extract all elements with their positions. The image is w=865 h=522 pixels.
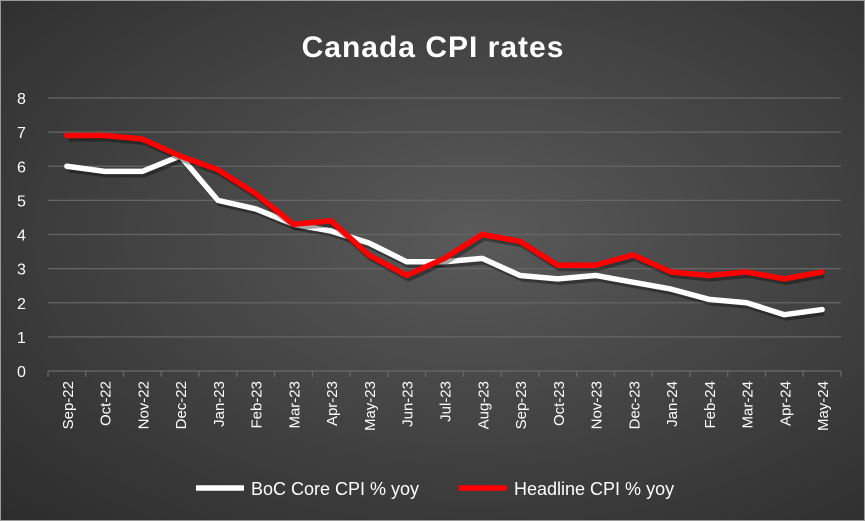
x-tick-label: May-24 — [815, 381, 832, 431]
legend-label: Headline CPI % yoy — [514, 479, 674, 499]
x-tick-label: Sep-23 — [513, 381, 530, 429]
x-tick-label: Nov-22 — [135, 381, 152, 429]
x-tick-label: May-23 — [362, 381, 379, 431]
y-tick-label: 7 — [17, 125, 26, 142]
series-shadow — [69, 159, 824, 318]
x-tick-label: Feb-23 — [249, 381, 266, 429]
x-tick-label: Aug-23 — [475, 381, 492, 429]
x-tick-label: Jan-24 — [664, 381, 681, 427]
x-tick-label: Feb-24 — [702, 381, 719, 429]
x-tick-label: Apr-24 — [777, 381, 794, 426]
x-tick-label: Sep-22 — [60, 381, 77, 429]
y-tick-label: 5 — [17, 193, 26, 210]
x-tick-label: Dec-23 — [626, 381, 643, 429]
x-tick-label: Oct-22 — [98, 381, 115, 426]
y-tick-label: 2 — [17, 296, 26, 313]
series-line-headline — [67, 136, 822, 279]
x-tick-label: Mar-23 — [286, 381, 303, 429]
y-tick-label: 6 — [17, 159, 26, 176]
x-tick-label: Nov-23 — [589, 381, 606, 429]
legend-label: BoC Core CPI % yoy — [251, 479, 419, 499]
x-tick-label: Jun-23 — [400, 381, 417, 427]
y-tick-label: 3 — [17, 262, 26, 279]
x-tick-label: Dec-22 — [173, 381, 190, 429]
x-tick-label: Jul-23 — [438, 381, 455, 422]
y-tick-label: 0 — [17, 364, 26, 381]
y-tick-label: 8 — [17, 91, 26, 108]
x-tick-label: Jan-23 — [211, 381, 228, 427]
y-tick-label: 1 — [17, 330, 26, 347]
x-tick-label: Oct-23 — [551, 381, 568, 426]
chart-title: Canada CPI rates — [302, 31, 565, 64]
x-tick-label: Mar-24 — [740, 381, 757, 429]
x-tick-label: Apr-23 — [324, 381, 341, 426]
y-tick-label: 4 — [17, 228, 26, 245]
series-line-core — [67, 156, 822, 315]
